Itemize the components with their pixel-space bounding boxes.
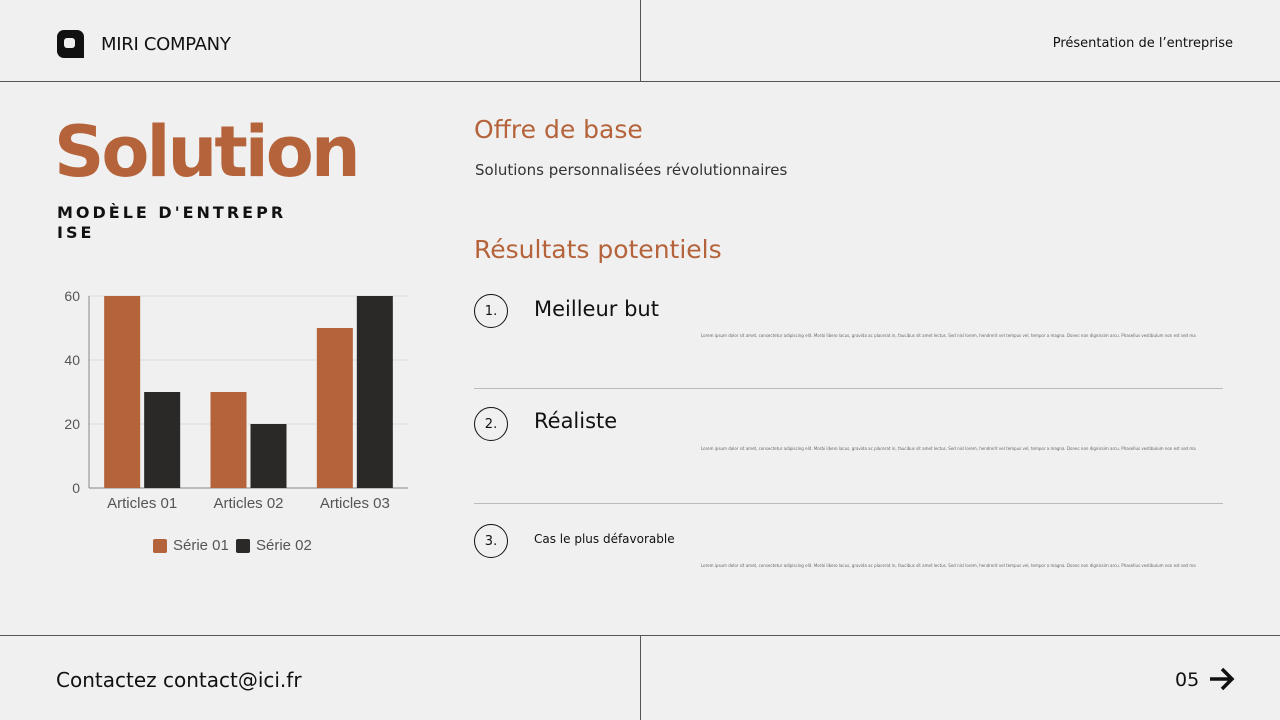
x-tick-label: Articles 01 <box>107 495 177 512</box>
y-tick-label: 0 <box>72 480 80 496</box>
bar-chart: 0 20 40 60 Articles 01 Articles 02 Articles 03… <box>64 288 408 554</box>
item-title: Cas le plus défavorable <box>534 532 675 546</box>
offer-heading: Offre de base <box>474 115 643 144</box>
arrow-right-icon[interactable] <box>1208 664 1236 694</box>
bar <box>104 296 141 488</box>
item-number: 2. <box>474 407 508 441</box>
item-number: 1. <box>474 294 508 328</box>
y-tick-label: 20 <box>64 416 80 432</box>
divider <box>0 81 1280 82</box>
item-number: 3. <box>474 524 508 558</box>
presentation-label: Présentation de l’entreprise <box>1052 36 1233 51</box>
legend-label: Série 02 <box>256 537 312 554</box>
bar <box>250 424 287 488</box>
bar <box>356 296 393 488</box>
item-text: Lorem ipsum dolor sit amet, consectetur … <box>701 333 1196 338</box>
x-tick-label: Articles 02 <box>213 495 283 512</box>
item-title: Réaliste <box>534 409 618 433</box>
legend-swatch <box>236 539 250 553</box>
bar <box>316 328 353 488</box>
page-title: Solution <box>54 111 361 193</box>
results-heading: Résultats potentiels <box>474 235 722 264</box>
y-tick-label: 40 <box>64 352 80 368</box>
page-number: 05 <box>1175 669 1200 691</box>
company-name: MIRI COMPANY <box>101 34 231 55</box>
bar <box>144 392 181 488</box>
bar <box>210 392 247 488</box>
divider <box>640 0 641 81</box>
item-text: Lorem ipsum dolor sit amet, consectetur … <box>701 563 1196 568</box>
divider <box>640 635 641 720</box>
separator <box>474 503 1223 504</box>
x-tick-label: Articles 03 <box>320 495 390 512</box>
offer-description: Solutions personnalisées révolutionnaire… <box>475 161 788 179</box>
y-tick-label: 60 <box>64 288 80 304</box>
separator <box>474 388 1223 389</box>
logo-icon <box>57 30 84 58</box>
item-title: Meilleur but <box>534 297 659 321</box>
item-text: Lorem ipsum dolor sit amet, consectetur … <box>701 446 1196 451</box>
legend-swatch <box>153 539 167 553</box>
legend-label: Série 01 <box>173 537 229 554</box>
contact-text: Contactez contact@ici.fr <box>56 668 302 692</box>
page-subtitle: MODÈLE D'ENTREPRISE <box>57 203 287 242</box>
